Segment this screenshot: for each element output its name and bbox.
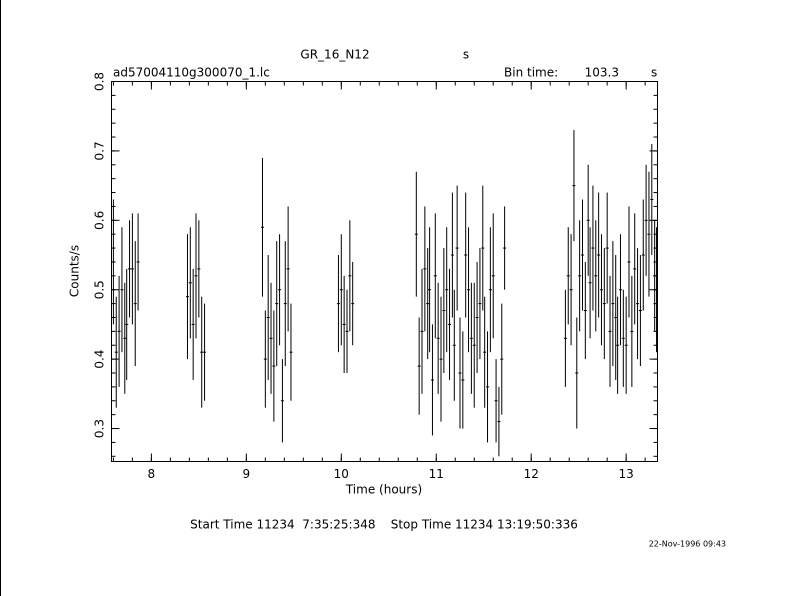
y-tick-label: 0.5 — [93, 280, 107, 299]
bin-time-unit: s — [651, 66, 657, 80]
x-tick-label: 10 — [334, 467, 349, 481]
start-stop-time: Start Time 11234 7:35:25:348 Stop Time 1… — [190, 518, 578, 532]
x-tick-label: 11 — [429, 467, 444, 481]
x-tick-label: 12 — [524, 467, 539, 481]
bin-time-label: Bin time: — [504, 66, 558, 80]
plot-frame — [111, 81, 658, 462]
x-axis-label: Time (hours) — [345, 483, 422, 497]
y-tick-label: 0.6 — [93, 211, 107, 230]
file-label: ad57004110g300070_1.lc — [113, 66, 270, 80]
x-tick-label: 13 — [619, 467, 634, 481]
y-tick-label: 0.8 — [93, 72, 107, 91]
bin-time: 103.3 — [585, 66, 619, 80]
x-tick-label: 8 — [148, 467, 156, 481]
y-tick-label: 0.7 — [93, 141, 107, 160]
chart-title: GR_16_N12 — [300, 48, 369, 62]
y-axis-label: Counts/s — [68, 245, 82, 297]
title-unit: s — [463, 48, 469, 62]
x-tick-label: 9 — [243, 467, 251, 481]
date-stamp: 22-Nov-1996 09:43 — [649, 540, 726, 549]
y-tick-label: 0.4 — [93, 350, 107, 369]
y-tick-label: 0.3 — [93, 419, 107, 438]
